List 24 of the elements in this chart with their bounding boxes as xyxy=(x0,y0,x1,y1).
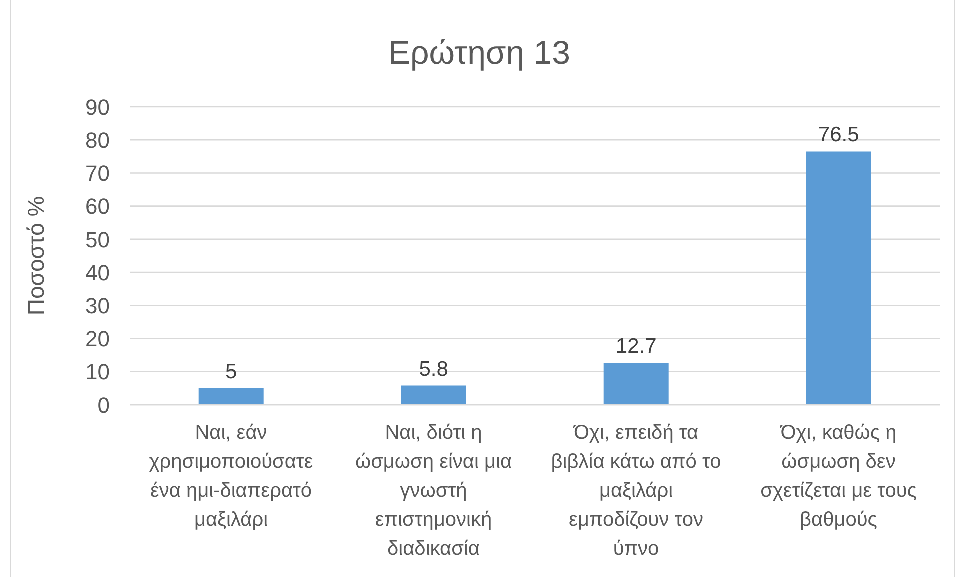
y-tick-label: 50 xyxy=(86,227,110,252)
bar xyxy=(806,152,872,405)
y-tick-label: 90 xyxy=(86,94,110,120)
bar xyxy=(198,388,264,405)
y-tick-label: 80 xyxy=(86,128,110,153)
y-tick-label: 10 xyxy=(86,360,110,385)
y-tick-label: 60 xyxy=(86,194,110,220)
data-label: 5.8 xyxy=(419,358,448,381)
x-tick-label: Ναι, διότι η ώσμωση είναι μια γνωστή επιστημονική διαδικασία xyxy=(355,422,512,560)
x-tick-label: Ναι, εάν χρησιμοποιούσατε ένα ημι-διαπερατό μαξιλάρι xyxy=(149,422,314,532)
data-label: 76.5 xyxy=(818,124,860,147)
data-label: 12.7 xyxy=(616,334,657,358)
y-tick-label: 40 xyxy=(86,260,110,286)
bar xyxy=(401,386,466,405)
bar xyxy=(604,362,669,405)
y-tick-label: 0 xyxy=(98,392,110,418)
x-tick-label: Όχι, καθώς η ώσμωση δεν σχετίζεται με τους βαθμούς xyxy=(760,422,918,532)
y-axis-title: Ποσοστό % xyxy=(23,196,49,316)
chart-title: Ερώτηση 13 xyxy=(388,34,571,71)
y-tick-label: 20 xyxy=(86,326,110,352)
y-tick-label: 30 xyxy=(86,293,110,318)
data-label: 5 xyxy=(226,360,238,384)
x-tick-label: Όχι, επειδή τα βιβλία κάτω από το μαξιλάρι εμποδίζουν τον ύπνο xyxy=(551,422,722,560)
y-tick-label: 70 xyxy=(86,161,110,186)
